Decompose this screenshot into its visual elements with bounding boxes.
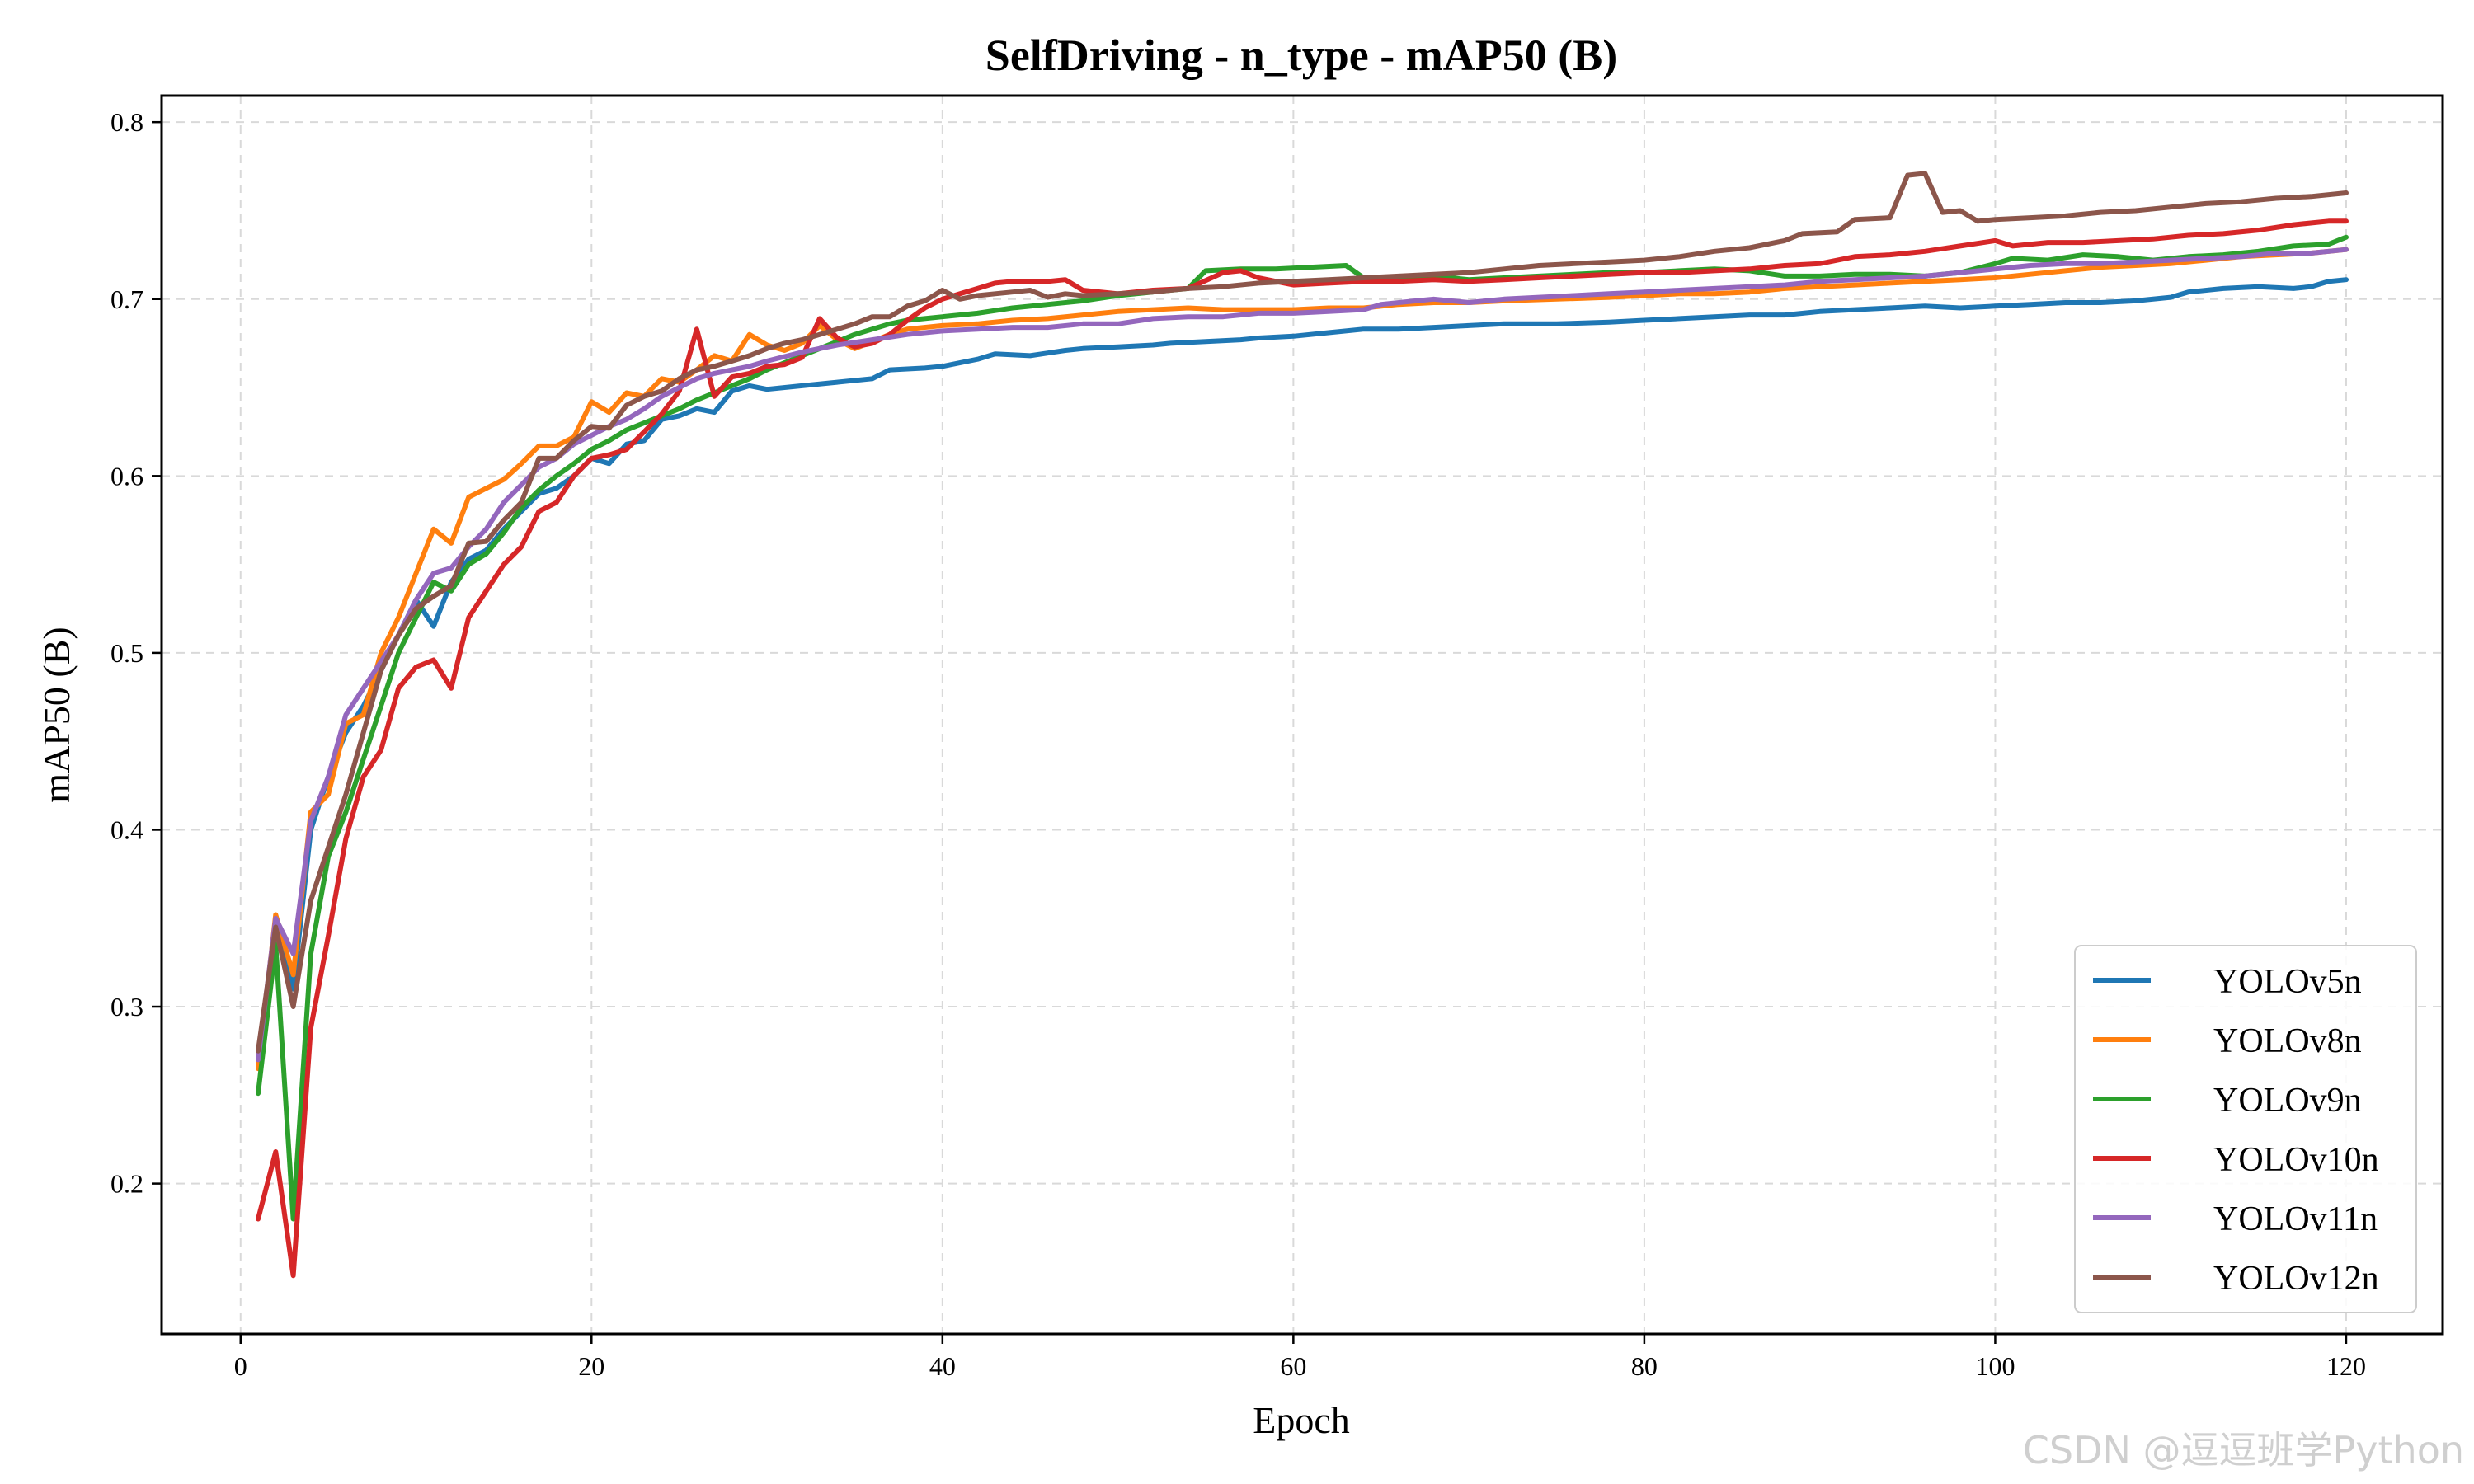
plot-frame	[160, 94, 2444, 1336]
y-tick-label: 0.8	[111, 107, 143, 137]
y-axis-label: mAP50 (B)	[35, 627, 78, 802]
series-lines	[256, 171, 2349, 1279]
watermark-text: CSDN @逗逗班学Python	[2023, 1428, 2464, 1472]
x-tick-label: 20	[578, 1351, 604, 1381]
x-tick-label: 100	[1975, 1351, 2015, 1381]
legend-label: YOLOv9n	[2213, 1082, 2362, 1120]
y-tick-label: 0.5	[111, 638, 143, 668]
x-tick-label: 40	[929, 1351, 956, 1381]
x-tick-label: 80	[1631, 1351, 1658, 1381]
series-line-yolov11n	[256, 247, 2349, 1063]
legend-box	[2074, 945, 2417, 1313]
axis-ticks: 0 20 40 60 80 100 120 0.2 0.3 0.4 0.5 0.6 0.7 0.8	[111, 107, 2366, 1381]
series-line-yolov8n	[256, 247, 2349, 1072]
legend-label: YOLOv5n	[2213, 963, 2362, 1001]
x-axis-label: Epoch	[1253, 1399, 1350, 1441]
legend-label: YOLOv8n	[2213, 1022, 2362, 1060]
series-line-yolov10n	[256, 218, 2349, 1279]
chart-title: SelfDriving - n_type - mAP50 (B)	[985, 31, 1617, 80]
x-tick-label: 120	[2326, 1351, 2366, 1381]
x-tick-label: 0	[234, 1351, 247, 1381]
y-tick-label: 0.6	[111, 461, 143, 491]
y-tick-label: 0.3	[111, 992, 143, 1021]
legend-label: YOLOv12n	[2213, 1260, 2379, 1298]
series-line-yolov12n	[256, 171, 2349, 1054]
y-tick-label: 0.2	[111, 1169, 143, 1199]
legend-label: YOLOv11n	[2213, 1200, 2378, 1238]
y-tick-label: 0.7	[111, 284, 143, 314]
y-tick-label: 0.4	[111, 815, 143, 844]
legend: YOLOv5n YOLOv8n YOLOv9n YOLOv10n YOLOv11n YOL…	[2074, 945, 2417, 1313]
x-tick-label: 60	[1280, 1351, 1306, 1381]
legend-label: YOLOv10n	[2213, 1141, 2379, 1179]
